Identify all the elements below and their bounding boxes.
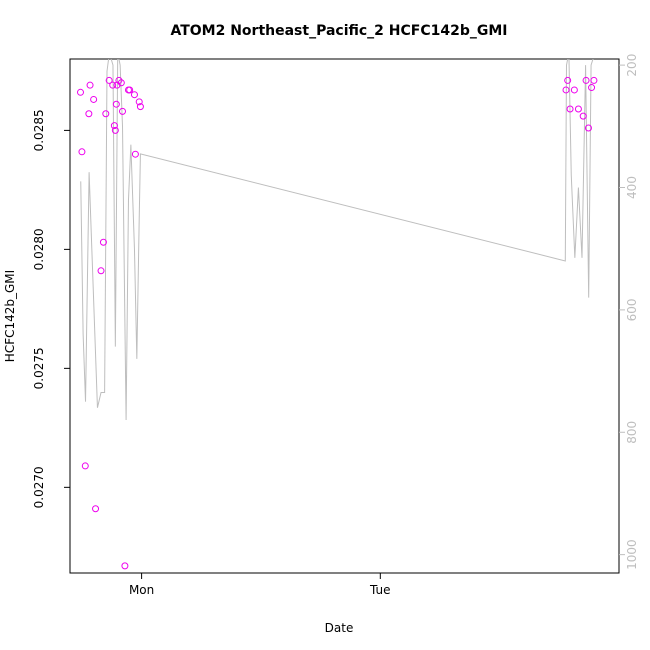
data-point (136, 103, 144, 111)
y-tick-label: 0.0280 (32, 228, 46, 270)
y-right-tick-label: 400 (625, 176, 639, 199)
data-point (119, 107, 127, 115)
chart-title: ATOM2 Northeast_Pacific_2 HCFC142b_GMI (170, 23, 507, 39)
data-point (77, 88, 84, 96)
x-axis-label: Date (325, 621, 354, 635)
y-axis-label: HCFC142b_GMI (3, 270, 17, 362)
data-point (562, 86, 570, 94)
data-point (97, 267, 105, 275)
data-point (574, 105, 582, 113)
data-point (86, 81, 94, 89)
data-point (105, 76, 113, 84)
y-right-tick-label: 600 (625, 298, 639, 321)
data-point (579, 112, 587, 120)
y-tick-label: 0.0285 (32, 109, 46, 151)
data-point (590, 76, 598, 84)
data-point (110, 122, 118, 130)
x-tick-label: Mon (129, 583, 154, 597)
y-tick-label: 0.0270 (32, 466, 46, 508)
data-point (588, 84, 596, 92)
data-point (102, 110, 110, 118)
data-point (582, 76, 590, 84)
y-axis-right: 200 400 600 800 1000 (619, 54, 639, 570)
data-point (90, 95, 98, 103)
plot-frame (69, 58, 620, 574)
data-point (81, 462, 89, 470)
data-point (85, 110, 93, 118)
y-axis-left: 0.0270 0.0275 0.0280 0.0285 (32, 109, 70, 508)
y-right-tick-label: 800 (625, 421, 639, 444)
x-tick-label: Tue (369, 583, 391, 597)
data-point (126, 86, 134, 94)
data-point (131, 150, 139, 158)
data-point (117, 79, 125, 87)
y-tick-label: 0.0275 (32, 347, 46, 389)
series-layer (77, 59, 598, 570)
data-point (584, 124, 592, 132)
data-point (121, 562, 129, 570)
data-point (78, 148, 86, 156)
data-point (570, 86, 578, 94)
series-line-0 (80, 59, 594, 421)
y-right-tick-label: 200 (625, 54, 639, 77)
data-point (130, 91, 138, 99)
data-point (109, 81, 117, 89)
data-point (112, 100, 120, 108)
data-point (115, 76, 123, 84)
y-right-tick-label: 1000 (625, 539, 639, 570)
data-point (99, 238, 107, 246)
data-point (92, 505, 100, 513)
data-point (566, 105, 574, 113)
x-axis: Mon Tue (129, 573, 391, 597)
data-point (111, 126, 119, 134)
data-point (564, 76, 572, 84)
data-point (135, 98, 143, 106)
